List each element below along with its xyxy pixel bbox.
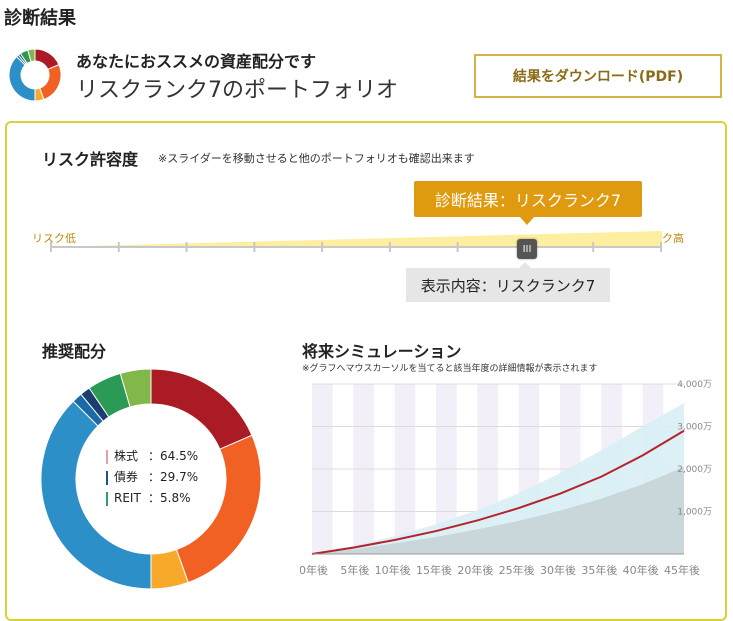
portfolio-name: リスクランク7のポートフォリオ (76, 78, 398, 103)
legend-swatch-stocks (106, 449, 108, 464)
sim-median-line (311, 429, 685, 555)
diagnosis-bubble-pointer (520, 217, 534, 225)
legend-item-reit: REIT ：5.8% (106, 488, 198, 509)
risk-tolerance-title: リスク許容度 (42, 150, 139, 169)
donut-slice-1 (150, 368, 253, 450)
risk-slider-track[interactable] (50, 228, 662, 258)
allocation-title: 推奨配分 (42, 342, 107, 361)
sim-lower-area (312, 466, 684, 554)
page-title: 診断結果 (4, 8, 76, 29)
legend-swatch-bonds (106, 470, 108, 485)
sim-x-tick-label: 15年後 (416, 563, 452, 577)
legend-swatch-reit (106, 491, 108, 506)
logo-slice-2 (39, 64, 62, 101)
logo-slice-4 (8, 55, 36, 102)
sim-y-tick-label: 3,000万 (677, 423, 712, 433)
diagnosis-result-bubble: 診断結果：リスクランク7 (414, 181, 642, 217)
sim-y-tick-label: 1,000万 (677, 508, 712, 518)
legend-label: 債券 (114, 470, 139, 484)
sim-x-tick-label: 10年後 (375, 563, 411, 577)
display-content-bubble: 表示内容：リスクランク7 (406, 268, 610, 302)
simulation-note: ※グラフへマウスカーソルを当てると該当年度の詳細情報が表示されます (302, 364, 598, 374)
sim-y-tick-label: 4,000万 (677, 380, 712, 390)
legend-value: ：5.8% (148, 491, 191, 505)
recommendation-heading: あなたにおススメの資産配分です (76, 52, 317, 71)
legend-value: ：29.7% (148, 470, 199, 484)
risk-slider-note: ※スライダーを移動させると他のポートフォリオも確認出来ます (158, 152, 475, 165)
simulation-title: 将来シミュレーション (302, 342, 462, 361)
donut-slice-8 (119, 368, 152, 408)
risk-gradient-wedge (50, 231, 662, 247)
sim-x-tick-label: 40年後 (623, 563, 659, 577)
legend-label: REIT (114, 491, 141, 505)
legend-label: 株式 (114, 449, 139, 463)
sim-x-tick-label: 35年後 (581, 563, 617, 577)
sim-x-tick-label: 45年後 (664, 563, 700, 577)
display-bubble-pointer (518, 262, 532, 269)
sim-x-tick-label: 5年後 (340, 563, 369, 577)
logo-slice-8 (27, 48, 36, 63)
download-pdf-button[interactable]: 結果をダウンロード(PDF) (474, 54, 722, 98)
legend-item-bonds: 債券 ：29.7% (106, 467, 198, 488)
sim-x-tick-label: 30年後 (540, 563, 576, 577)
allocation-donut-chart[interactable] (40, 368, 262, 590)
sim-x-tick-label: 0年後 (300, 563, 328, 577)
risk-low-label: リスク低 (32, 232, 76, 245)
sim-y-tick-label: 2,000万 (677, 465, 712, 475)
legend-item-stocks: 株式 ：64.5% (106, 446, 198, 467)
sim-x-tick-label: 20年後 (457, 563, 493, 577)
risk-slider-handle[interactable]: III (517, 239, 537, 259)
legend-value: ：64.5% (148, 449, 199, 463)
allocation-legend: 株式 ：64.5% 債券 ：29.7% REIT ：5.8% (106, 446, 198, 509)
donut-slice-4 (40, 400, 152, 590)
portfolio-logo-icon (8, 48, 62, 102)
simulation-area-chart[interactable]: 1,000万 2,000万 3,000万 4,000万 0年後 5年後 10年後 15年後 20… (300, 374, 720, 584)
sim-x-tick-label: 25年後 (499, 563, 535, 577)
